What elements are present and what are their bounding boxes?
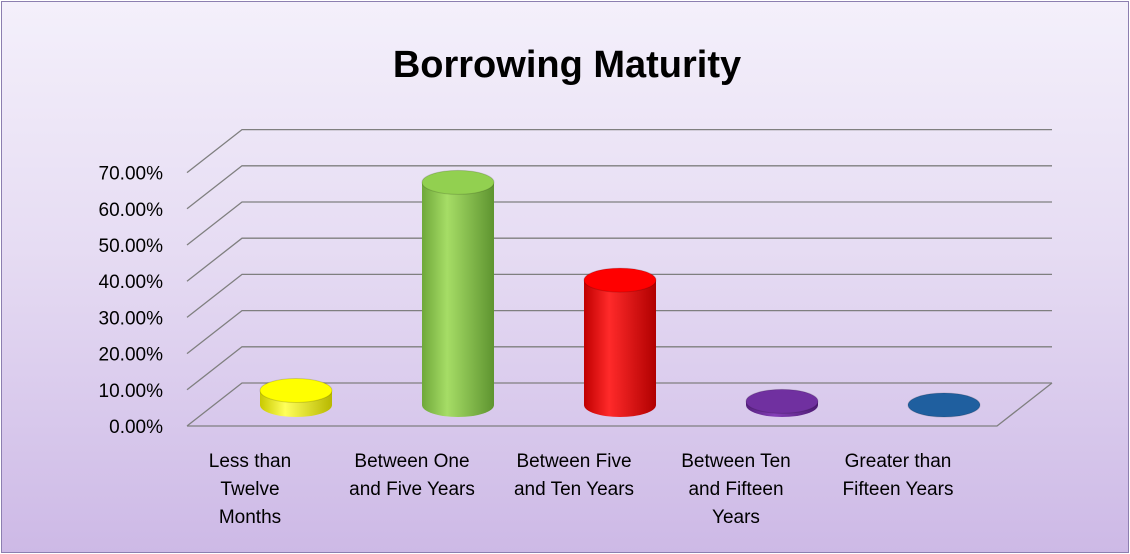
gridlines <box>186 128 1053 427</box>
bar-top <box>421 169 495 195</box>
x-category-label: Less than Twelve Months <box>209 451 291 528</box>
chart-title: Borrowing Maturity <box>392 44 742 86</box>
y-tick-label: 70.00% <box>99 164 164 185</box>
y-tick-label: 50.00% <box>99 236 164 257</box>
y-tick-label: 0.00% <box>109 417 163 438</box>
bar <box>583 267 657 417</box>
bar-top <box>745 388 819 414</box>
bars <box>259 169 981 418</box>
gridline <box>186 128 1052 174</box>
bar-top <box>583 267 657 293</box>
y-tick-label: 60.00% <box>99 200 164 221</box>
y-tick-label: 20.00% <box>99 345 164 366</box>
gridline <box>186 382 1052 427</box>
x-category-label: Between Five and Ten Years <box>514 451 634 500</box>
bar <box>745 388 819 417</box>
bar <box>421 169 495 417</box>
y-tick-label: 30.00% <box>99 308 164 329</box>
gridline <box>186 165 1052 210</box>
gridline <box>186 237 1052 282</box>
x-category-label: Between Ten and Fifteen Years <box>681 451 791 528</box>
bar <box>907 392 981 418</box>
y-tick-label: 10.00% <box>99 381 164 402</box>
x-category-label: Between One and Five Years <box>349 451 475 500</box>
bar-body <box>422 182 494 417</box>
gridline <box>186 201 1052 246</box>
bar <box>259 378 333 417</box>
y-tick-label: 40.00% <box>99 272 164 293</box>
y-axis-tick-labels: 0.00% 10.00% 20.00% 30.00% 40.00% 50.00% 60.00… <box>99 164 164 438</box>
bar-top <box>907 392 981 418</box>
x-axis-category-labels: Less than Twelve Months Between One and Five… <box>209 451 954 528</box>
bar-top <box>259 378 333 404</box>
bar-body <box>584 280 656 417</box>
gridline <box>186 273 1052 318</box>
floor-edge <box>187 382 1053 427</box>
x-category-label: Greater than Fifteen Years <box>843 451 954 500</box>
gridline <box>186 346 1052 391</box>
gridline <box>186 309 1052 355</box>
